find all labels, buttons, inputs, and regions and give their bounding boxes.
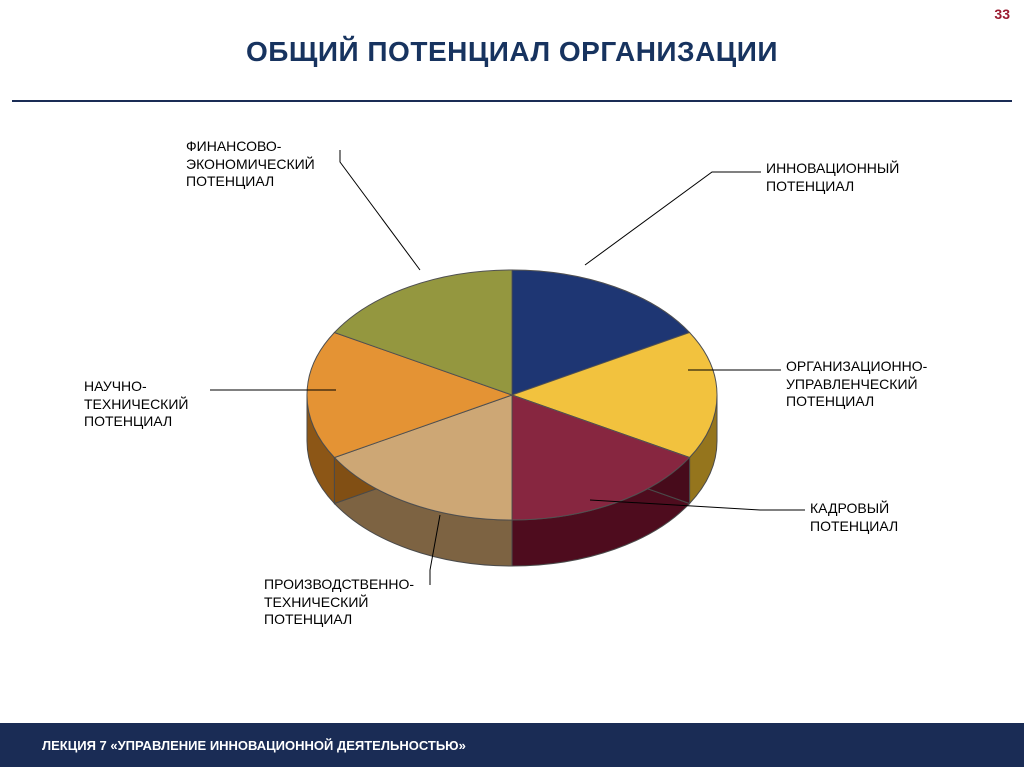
footer-text: ЛЕКЦИЯ 7 «УПРАВЛЕНИЕ ИННОВАЦИОННОЙ ДЕЯТЕ…	[0, 738, 466, 753]
slide: 33 ОБЩИЙ ПОТЕНЦИАЛ ОРГАНИЗАЦИИ ИННОВАЦИО…	[0, 0, 1024, 767]
slice-label-prod-tech: ПРОИЗВОДСТВЕННО- ТЕХНИЧЕСКИЙ ПОТЕНЦИАЛ	[264, 576, 414, 629]
slice-label-hr: КАДРОВЫЙ ПОТЕНЦИАЛ	[810, 500, 898, 535]
page-title: ОБЩИЙ ПОТЕНЦИАЛ ОРГАНИЗАЦИИ	[0, 36, 1024, 68]
pie-chart-3d: ИННОВАЦИОННЫЙ ПОТЕНЦИАЛ ОРГАНИЗАЦИОННО- У…	[0, 100, 1024, 660]
slice-label-innovation: ИННОВАЦИОННЫЙ ПОТЕНЦИАЛ	[766, 160, 899, 195]
slice-label-org-mgmt: ОРГАНИЗАЦИОННО- УПРАВЛЕНЧЕСКИЙ ПОТЕНЦИАЛ	[786, 358, 927, 411]
slice-label-fin-econ: ФИНАНСОВО- ЭКОНОМИЧЕСКИЙ ПОТЕНЦИАЛ	[186, 138, 315, 191]
slice-label-sci-tech: НАУЧНО- ТЕХНИЧЕСКИЙ ПОТЕНЦИАЛ	[84, 378, 188, 431]
footer-bar: ЛЕКЦИЯ 7 «УПРАВЛЕНИЕ ИННОВАЦИОННОЙ ДЕЯТЕ…	[0, 723, 1024, 767]
page-number: 33	[994, 6, 1010, 22]
